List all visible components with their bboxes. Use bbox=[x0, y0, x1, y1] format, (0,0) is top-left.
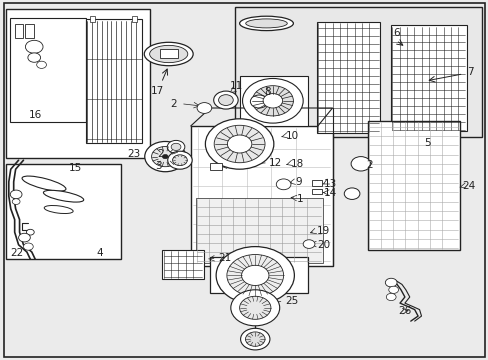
Ellipse shape bbox=[239, 16, 293, 31]
Bar bbox=[210, 163, 222, 170]
Circle shape bbox=[167, 140, 184, 153]
Text: 16: 16 bbox=[28, 109, 42, 120]
Circle shape bbox=[388, 286, 398, 293]
Ellipse shape bbox=[43, 190, 83, 202]
Circle shape bbox=[216, 247, 294, 304]
Text: 22: 22 bbox=[10, 248, 23, 258]
Ellipse shape bbox=[144, 42, 193, 66]
Circle shape bbox=[263, 94, 282, 108]
Text: 13: 13 bbox=[323, 179, 336, 189]
Text: 2: 2 bbox=[365, 160, 372, 170]
Bar bbox=[10, 18, 85, 122]
Circle shape bbox=[151, 147, 179, 167]
Circle shape bbox=[386, 293, 395, 301]
Text: 14: 14 bbox=[323, 188, 336, 198]
Circle shape bbox=[239, 296, 270, 319]
Bar bbox=[6, 9, 150, 158]
Circle shape bbox=[23, 243, 33, 250]
Circle shape bbox=[37, 61, 46, 68]
Text: 18: 18 bbox=[290, 159, 304, 169]
Bar bbox=[311, 180, 321, 186]
Text: 17: 17 bbox=[150, 86, 164, 96]
Circle shape bbox=[240, 328, 269, 350]
Text: 25: 25 bbox=[285, 296, 298, 306]
Text: 1: 1 bbox=[297, 194, 304, 204]
Bar bbox=[190, 126, 332, 266]
Circle shape bbox=[172, 155, 187, 166]
Text: 20: 20 bbox=[316, 240, 329, 250]
Circle shape bbox=[303, 240, 314, 248]
Text: 2: 2 bbox=[157, 149, 163, 159]
Circle shape bbox=[218, 95, 233, 105]
Bar bbox=[367, 121, 459, 250]
Text: 5: 5 bbox=[424, 138, 430, 148]
Circle shape bbox=[385, 278, 396, 287]
Bar bbox=[234, 7, 481, 137]
Circle shape bbox=[344, 188, 359, 199]
Circle shape bbox=[252, 86, 293, 116]
Bar bbox=[6, 164, 121, 259]
Circle shape bbox=[171, 143, 181, 150]
Text: 23: 23 bbox=[127, 149, 141, 159]
Ellipse shape bbox=[149, 45, 187, 63]
Text: 19: 19 bbox=[316, 226, 329, 236]
Text: 11: 11 bbox=[229, 81, 243, 91]
Circle shape bbox=[10, 190, 22, 199]
Bar bbox=[390, 25, 466, 131]
Bar bbox=[316, 22, 380, 133]
Ellipse shape bbox=[44, 206, 73, 213]
Text: 12: 12 bbox=[268, 158, 282, 168]
Circle shape bbox=[12, 199, 20, 204]
Text: 21: 21 bbox=[218, 253, 231, 263]
Text: 2: 2 bbox=[170, 99, 177, 109]
Circle shape bbox=[350, 157, 370, 171]
Text: 7: 7 bbox=[466, 67, 473, 77]
Text: 26: 26 bbox=[398, 306, 411, 316]
Bar bbox=[210, 257, 307, 293]
Circle shape bbox=[227, 135, 251, 153]
Text: 10: 10 bbox=[285, 131, 299, 141]
Circle shape bbox=[250, 95, 267, 108]
Circle shape bbox=[242, 78, 303, 123]
Text: 3: 3 bbox=[154, 161, 161, 171]
Bar bbox=[239, 76, 307, 126]
Bar bbox=[25, 24, 34, 38]
Bar bbox=[160, 49, 177, 58]
Circle shape bbox=[241, 265, 268, 285]
Bar bbox=[311, 189, 321, 194]
Circle shape bbox=[144, 141, 185, 172]
Circle shape bbox=[19, 233, 30, 242]
Circle shape bbox=[162, 154, 168, 159]
Circle shape bbox=[245, 332, 264, 346]
Bar bbox=[195, 198, 322, 263]
Text: 9: 9 bbox=[295, 177, 302, 187]
Circle shape bbox=[28, 53, 41, 62]
Bar bbox=[162, 250, 203, 279]
Ellipse shape bbox=[245, 19, 287, 28]
Text: 6: 6 bbox=[392, 28, 399, 38]
Circle shape bbox=[230, 290, 279, 326]
Bar bbox=[15, 24, 23, 38]
Bar bbox=[85, 19, 142, 143]
Circle shape bbox=[213, 91, 238, 109]
Circle shape bbox=[214, 125, 264, 163]
Circle shape bbox=[197, 103, 211, 113]
Circle shape bbox=[25, 40, 43, 53]
Bar bbox=[132, 16, 137, 22]
Text: 8: 8 bbox=[264, 87, 270, 97]
Ellipse shape bbox=[22, 176, 66, 191]
Bar bbox=[90, 16, 95, 22]
Circle shape bbox=[205, 119, 273, 169]
Circle shape bbox=[26, 229, 34, 235]
Circle shape bbox=[226, 255, 283, 296]
Circle shape bbox=[167, 151, 192, 169]
Circle shape bbox=[276, 179, 290, 190]
Text: 4: 4 bbox=[97, 248, 103, 258]
Text: 24: 24 bbox=[461, 181, 474, 192]
Text: 15: 15 bbox=[69, 163, 82, 173]
